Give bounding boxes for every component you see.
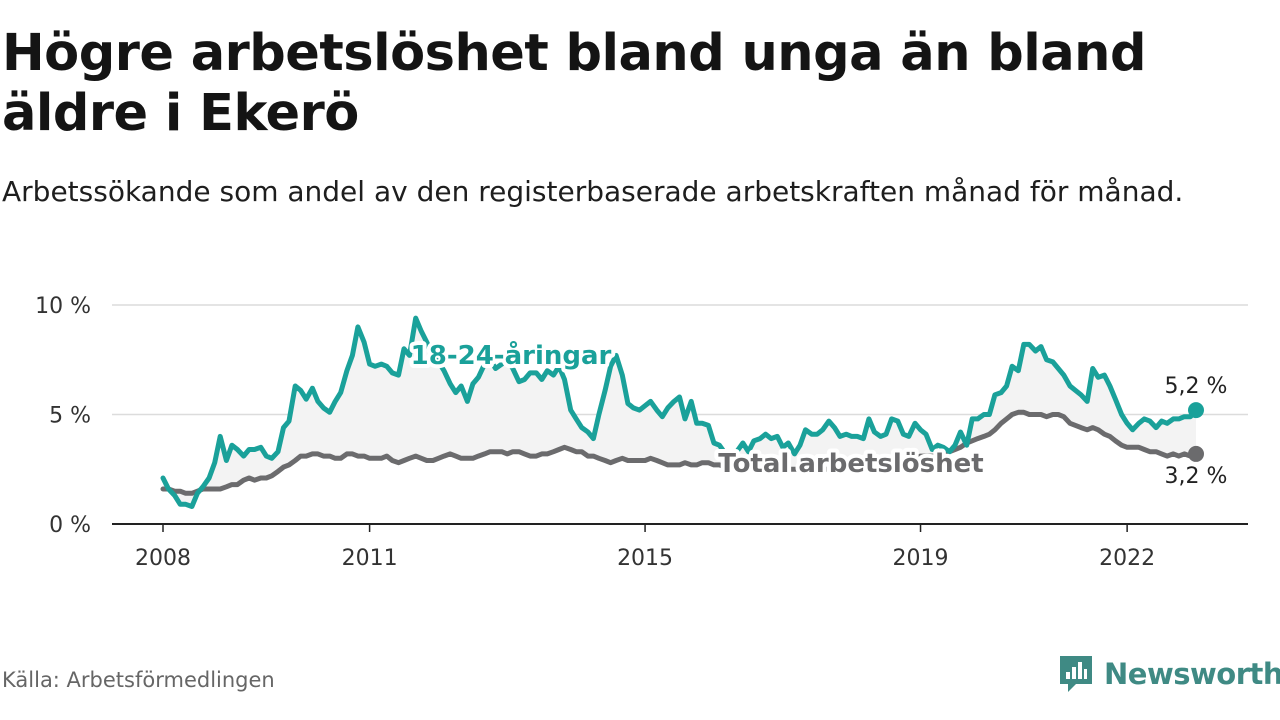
series-name-youth: 18-24-åringar [411, 339, 612, 371]
series-line-total [160, 409, 1199, 496]
y-tick-label: 5 % [49, 404, 91, 429]
series-name-total: Total arbetslöshet [718, 449, 983, 479]
brand-name: Newsworthy [1104, 657, 1280, 691]
end-label-total: 3,2 % [1165, 464, 1228, 489]
series-lines [160, 315, 1204, 509]
gap-area [163, 318, 1196, 507]
shaded-gap-area [163, 318, 1196, 507]
source-note: Källa: Arbetsförmedlingen [2, 668, 275, 692]
y-tick-label: 10 % [35, 294, 91, 319]
series-line-youth [160, 315, 1199, 509]
axes: 0 % 5 % 10 % 2008 2011 2015 2019 2022 [35, 294, 1248, 571]
series-labels: 5,2 % 3,2 % 18-24-åringar Total arbetslöshe… [407, 335, 1228, 489]
x-tick-label: 2015 [617, 546, 673, 571]
newsworthy-logo-icon [1060, 656, 1092, 692]
y-tick-label: 0 % [49, 513, 91, 538]
x-tick-label: 2019 [893, 546, 949, 571]
x-tick-label: 2011 [342, 546, 398, 571]
line-chart: 0 % 5 % 10 % 2008 2011 2015 2019 2022 5,2 % 3,2 … [35, 294, 1248, 571]
end-label-youth: 5,2 % [1165, 374, 1228, 399]
end-point-youth [1188, 402, 1204, 419]
chart-title: Högre arbetslöshet bland unga än bland ä… [2, 24, 1147, 143]
chart-subtitle: Arbetssökande som andel av den registerb… [2, 175, 1184, 208]
x-tick-label: 2022 [1099, 546, 1155, 571]
x-tick-label: 2008 [135, 546, 191, 571]
end-point-total [1188, 445, 1204, 462]
brand-logo[interactable]: Newsworthy [1058, 654, 1280, 694]
